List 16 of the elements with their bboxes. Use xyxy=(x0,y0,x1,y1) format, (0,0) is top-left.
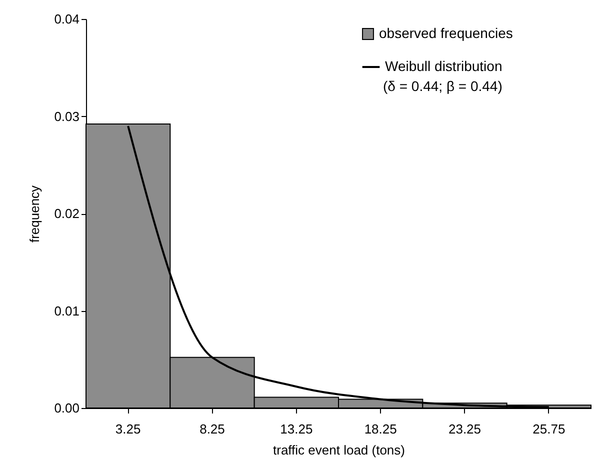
y-tick-label: 0.01 xyxy=(54,303,80,318)
x-axis-title: traffic event load (tons) xyxy=(273,442,405,458)
y-axis-title: frequency xyxy=(27,184,42,243)
x-tick-label: 18.25 xyxy=(364,422,397,436)
y-tick-label: 0.02 xyxy=(54,206,80,221)
y-tick-label: 0.03 xyxy=(54,108,80,124)
x-tick-label: 3.25 xyxy=(115,422,141,436)
x-tick-label: 8.25 xyxy=(200,422,225,436)
legend-label: observed frequencies xyxy=(379,25,513,41)
legend-label: Weibull distribution xyxy=(385,58,502,74)
y-tick-label: 0.04 xyxy=(54,12,80,26)
x-tick-label: 25.75 xyxy=(532,422,566,436)
x-tick-label: 13.25 xyxy=(280,422,313,436)
x-tick-label: 23.25 xyxy=(448,422,482,436)
annotation: (δ = 0.44; β = 0.44) xyxy=(383,78,502,94)
y-tick-label: 0.00 xyxy=(54,400,80,416)
